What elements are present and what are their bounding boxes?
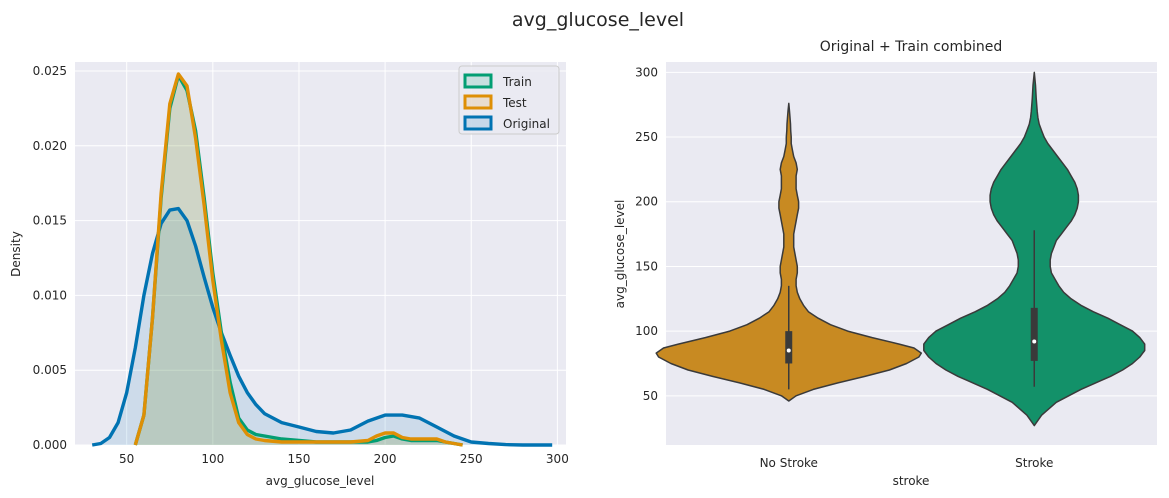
violin-x-ticks: No Stroke Stroke <box>760 456 1054 470</box>
violin-iqr-box <box>1030 307 1038 361</box>
kde-line-original <box>91 206 553 447</box>
figure-title: avg_glucose_level <box>512 9 684 31</box>
kde-legend-swatch <box>463 94 493 110</box>
violin-y-tick-label: 200 <box>635 195 658 209</box>
kde-line-test <box>133 72 463 447</box>
kde-legend-label: Original <box>503 117 550 131</box>
violin-body-no-stroke <box>655 102 923 402</box>
kde-chart: 50 100 150 200 250 300 0.0000.0050.0100.0150.… <box>9 62 569 488</box>
kde-legend-label: Test <box>502 96 527 110</box>
kde-legend-swatch <box>463 73 493 89</box>
violin-iqr-box <box>785 331 793 364</box>
violin-y-tick-label: 50 <box>643 389 658 403</box>
violin-x-tick-label: Stroke <box>1015 456 1053 470</box>
violin-y-tick-label: 100 <box>635 324 658 338</box>
kde-fills <box>92 74 553 445</box>
kde-lines <box>91 72 553 447</box>
kde-x-ticks: 50 100 150 200 250 300 <box>119 452 569 466</box>
kde-x-axis-label: avg_glucose_level <box>266 474 375 488</box>
violin-y-tick-label: 250 <box>635 130 658 144</box>
violin-y-tick-label: 150 <box>635 259 658 273</box>
kde-y-tick-label: 0.000 <box>33 438 67 452</box>
violin-chart-title: Original + Train combined <box>820 39 1003 55</box>
kde-y-tick-label: 0.020 <box>33 139 67 153</box>
violin-y-tick-label: 300 <box>635 65 658 79</box>
kde-fill-test <box>135 74 463 445</box>
violin-median-dot <box>786 348 791 353</box>
violin-y-axis-label: avg_glucose_level <box>613 200 627 309</box>
violin-median-dot <box>1032 339 1037 344</box>
kde-y-tick-label: 0.015 <box>33 214 67 228</box>
violin-chart: Original + Train combined No Stroke Strok… <box>613 39 1157 488</box>
kde-x-tick-label: 100 <box>201 452 224 466</box>
kde-legend-label: Train <box>502 75 532 89</box>
violin-x-tick-label: No Stroke <box>760 456 818 470</box>
kde-legend: Train Test Original <box>458 65 560 135</box>
kde-y-tick-label: 0.010 <box>33 288 67 302</box>
kde-x-tick-label: 300 <box>546 452 569 466</box>
kde-legend-swatch <box>463 115 493 131</box>
kde-y-ticks: 0.000 0.005 0.010 0.015 0.020 0.025 <box>33 64 67 452</box>
kde-x-tick-label: 50 <box>119 452 134 466</box>
kde-x-tick-label: 150 <box>288 452 311 466</box>
kde-x-tick-label: 200 <box>374 452 397 466</box>
violin-y-ticks: 50 100 150 200 250 300 <box>635 65 658 402</box>
kde-fill-train <box>135 75 463 445</box>
kde-grid <box>75 62 566 446</box>
kde-y-tick-label: 0.025 <box>33 64 67 78</box>
kde-x-tick-label: 250 <box>460 452 483 466</box>
kde-fill-original <box>92 208 553 445</box>
violin-x-axis-label: stroke <box>893 474 930 488</box>
kde-y-axis-label: Density <box>9 231 23 277</box>
violin-bodies <box>655 71 1146 427</box>
kde-y-tick-label: 0.005 <box>33 363 67 377</box>
